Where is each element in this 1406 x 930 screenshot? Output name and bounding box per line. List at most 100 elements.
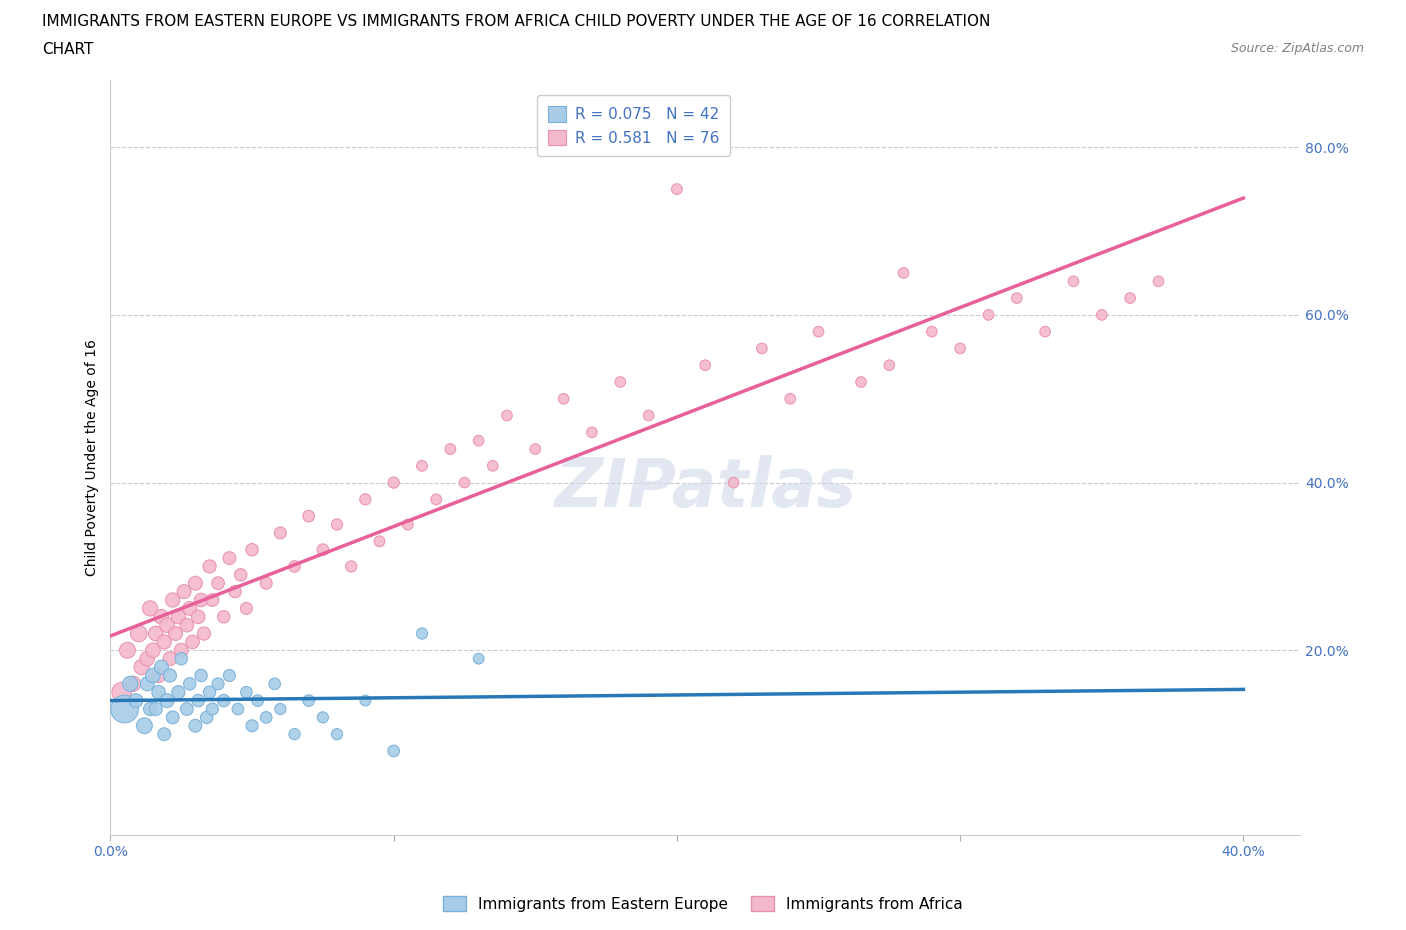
Legend: R = 0.075   N = 42, R = 0.581   N = 76: R = 0.075 N = 42, R = 0.581 N = 76 [537,95,731,156]
Point [229,567,252,582]
Point [977,308,1000,323]
Point [269,701,291,716]
Point [226,701,249,716]
Point [136,676,159,691]
Point [201,592,224,607]
Point [156,618,179,632]
Point [207,576,229,591]
Point [482,458,505,473]
Point [198,559,221,574]
Point [254,576,277,591]
Point [283,726,305,741]
Text: IMMIGRANTS FROM EASTERN EUROPE VS IMMIGRANTS FROM AFRICA CHILD POVERTY UNDER THE: IMMIGRANTS FROM EASTERN EUROPE VS IMMIGR… [42,14,991,29]
Point [354,492,377,507]
Point [184,576,207,591]
Point [312,542,335,557]
Point [340,559,363,574]
Point [224,584,246,599]
Point [695,358,717,373]
Point [114,701,136,716]
Point [1091,308,1114,323]
Point [553,392,575,406]
Point [240,542,263,557]
Point [396,517,419,532]
Point [921,325,943,339]
Point [198,684,221,699]
Point [453,475,475,490]
Point [467,651,489,666]
Point [207,676,229,691]
Point [411,458,433,473]
Point [382,743,405,758]
Point [153,634,176,649]
Point [153,726,176,741]
Point [723,475,745,490]
Point [807,325,830,339]
Point [212,609,235,624]
Point [439,442,461,457]
Y-axis label: Child Poverty Under the Age of 16: Child Poverty Under the Age of 16 [86,339,100,576]
Point [176,701,198,716]
Point [382,475,405,490]
Point [134,718,156,733]
Point [139,601,162,616]
Point [139,701,162,716]
Point [467,433,489,448]
Point [145,626,167,641]
Point [298,509,321,524]
Point [779,392,801,406]
Point [751,341,773,356]
Point [879,358,901,373]
Point [156,693,179,708]
Point [176,618,198,632]
Point [148,668,170,683]
Point [162,710,184,724]
Point [212,693,235,708]
Text: CHART: CHART [42,42,94,57]
Point [263,676,285,691]
Point [218,551,240,565]
Point [201,701,224,716]
Point [167,609,190,624]
Point [195,710,218,724]
Point [170,651,193,666]
Point [1062,274,1084,289]
Point [893,266,915,281]
Point [235,601,257,616]
Point [254,710,277,724]
Point [354,693,377,708]
Point [179,676,201,691]
Point [150,609,173,624]
Point [159,651,181,666]
Point [609,375,631,390]
Point [312,710,335,724]
Point [190,592,212,607]
Point [179,601,201,616]
Point [665,181,688,196]
Point [142,643,165,658]
Point [162,592,184,607]
Point [246,693,269,708]
Point [298,693,321,708]
Point [145,701,167,716]
Point [131,659,153,674]
Point [142,668,165,683]
Point [240,718,263,733]
Point [173,584,195,599]
Point [193,626,215,641]
Point [111,684,134,699]
Text: ZIPatlas: ZIPatlas [554,455,856,521]
Text: Source: ZipAtlas.com: Source: ZipAtlas.com [1230,42,1364,55]
Point [1033,325,1056,339]
Point [136,651,159,666]
Point [125,693,148,708]
Point [581,425,603,440]
Point [269,525,291,540]
Point [235,684,257,699]
Point [190,668,212,683]
Point [425,492,447,507]
Point [128,626,150,641]
Point [368,534,391,549]
Point [117,643,139,658]
Point [167,684,190,699]
